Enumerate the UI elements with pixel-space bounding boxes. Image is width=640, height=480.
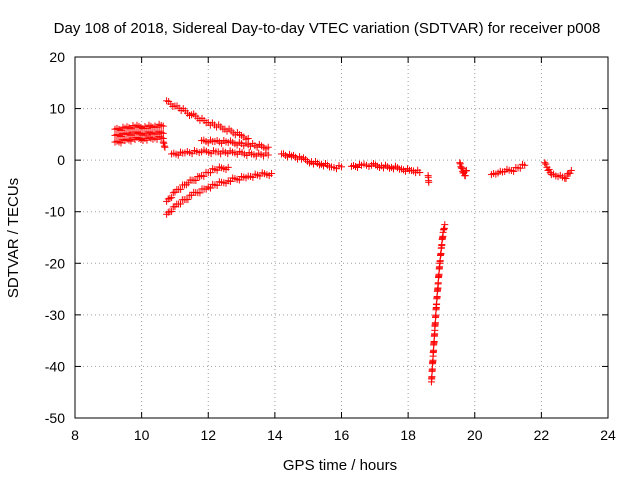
data-point <box>226 177 234 185</box>
data-point <box>168 194 176 202</box>
data-point <box>416 169 424 177</box>
y-axis-label: SDTVAR / TECUs <box>5 178 22 298</box>
x-tick-label: 12 <box>200 427 216 443</box>
data-point <box>244 134 252 142</box>
data-point <box>461 172 469 180</box>
data-point <box>510 167 518 175</box>
x-axis-label: GPS time / hours <box>283 457 397 474</box>
data-point <box>521 161 529 169</box>
axis-ticks: 8 10 12 14 16 18 20 22 24 20 10 0 -10 -20 -30 -40 -50 <box>45 49 616 443</box>
y-tick-label: 0 <box>57 152 65 168</box>
data-point <box>541 159 549 167</box>
data-point <box>176 200 184 208</box>
data-point <box>516 164 524 172</box>
data-point <box>235 176 243 184</box>
data-point <box>224 163 232 171</box>
data-point <box>456 159 464 167</box>
data-point <box>264 151 272 159</box>
data-point <box>166 194 174 202</box>
y-tick-label: -10 <box>45 204 65 220</box>
data-markers <box>111 97 575 386</box>
x-tick-label: 20 <box>467 427 483 443</box>
data-point <box>542 160 550 168</box>
data-point <box>159 122 167 130</box>
data-point <box>456 160 464 168</box>
x-tick-label: 16 <box>334 427 350 443</box>
data-point <box>169 189 177 197</box>
data-point <box>457 164 465 172</box>
data-point <box>196 189 204 197</box>
x-tick-label: 18 <box>400 427 416 443</box>
data-point <box>160 139 168 147</box>
y-tick-label: -30 <box>45 307 65 323</box>
data-point <box>160 142 168 150</box>
data-point <box>168 207 176 215</box>
data-point <box>164 195 172 203</box>
x-tick-label: 24 <box>600 427 616 443</box>
data-point <box>264 143 272 151</box>
data-point <box>457 163 465 171</box>
y-tick-label: 10 <box>49 101 65 117</box>
x-tick-label: 8 <box>71 427 79 443</box>
data-point <box>159 138 167 146</box>
data-point <box>545 165 553 173</box>
data-point <box>161 143 169 151</box>
data-point <box>458 164 466 172</box>
data-point <box>192 177 200 185</box>
y-tick-label: -50 <box>45 410 65 426</box>
data-point <box>462 166 470 174</box>
y-tick-label: 20 <box>49 49 65 65</box>
data-point <box>562 174 570 182</box>
data-point <box>338 163 345 171</box>
data-point <box>567 166 575 174</box>
data-point <box>462 167 470 175</box>
y-tick-label: -20 <box>45 255 65 271</box>
data-point <box>206 184 214 192</box>
chart-title: Day 108 of 2018, Sidereal Day-to-day VTE… <box>54 20 601 37</box>
data-point <box>200 172 208 180</box>
data-point <box>182 181 190 189</box>
data-point <box>213 181 221 189</box>
grid-lines <box>75 57 608 418</box>
x-tick-label: 14 <box>267 427 283 443</box>
data-point <box>268 170 276 178</box>
x-tick-label: 10 <box>134 427 150 443</box>
data-point <box>425 178 433 186</box>
x-tick-label: 22 <box>534 427 550 443</box>
data-point <box>177 185 185 193</box>
data-point <box>184 196 192 204</box>
data-point <box>441 221 449 229</box>
y-tick-label: -40 <box>45 358 65 374</box>
data-point <box>206 169 214 177</box>
